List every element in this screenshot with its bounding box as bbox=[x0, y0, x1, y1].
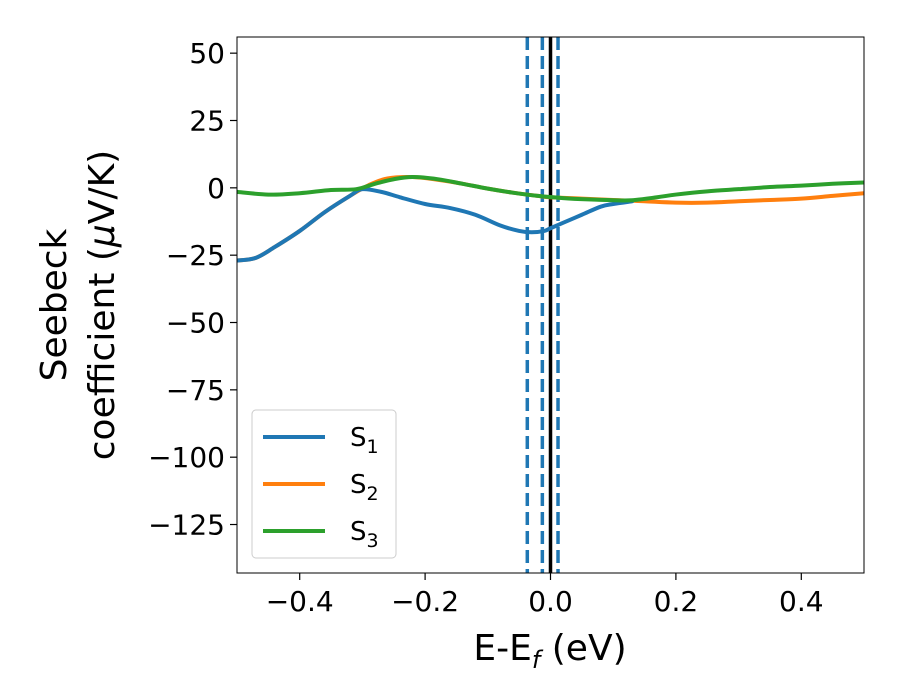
y-tick-label: −125 bbox=[148, 509, 225, 542]
legend-entry-s2: S2 bbox=[263, 470, 379, 505]
reference-lines bbox=[525, 37, 560, 573]
x-tick-label: 0.4 bbox=[779, 585, 824, 618]
x-axis-label: E-Ef (eV) bbox=[473, 628, 626, 674]
legend-entry-s1: S1 bbox=[263, 423, 379, 458]
legend-label: S3 bbox=[350, 517, 379, 552]
x-tick-label: 0.0 bbox=[528, 585, 573, 618]
y-tick-label: 0 bbox=[207, 172, 225, 205]
x-tick-label: −0.4 bbox=[266, 585, 334, 618]
y-tick-label: −25 bbox=[166, 239, 225, 272]
y-tick-label: 25 bbox=[189, 104, 225, 137]
y-tick-label: −75 bbox=[166, 374, 225, 407]
series-lines bbox=[237, 174, 864, 263]
x-axis-ticks: −0.4 −0.2 0.0 0.2 0.4 bbox=[266, 573, 824, 618]
legend-label: S1 bbox=[350, 423, 379, 458]
series-line-s3 bbox=[237, 175, 864, 203]
y-axis-ticks: 50 25 0 −25 −50 −75 −100 −125 bbox=[148, 37, 237, 542]
legend-label: S2 bbox=[350, 470, 379, 505]
y-axis-label-line2: coefficient (μV/K) bbox=[82, 150, 123, 460]
y-tick-label: 50 bbox=[189, 37, 225, 70]
y-axis-label-line1: Seebeck bbox=[34, 228, 75, 381]
y-tick-label: −100 bbox=[148, 441, 225, 474]
x-tick-label: 0.2 bbox=[654, 585, 699, 618]
y-axis-label: Seebeck coefficient (μV/K) bbox=[34, 150, 123, 460]
legend-entry-s3: S3 bbox=[263, 517, 379, 552]
y-tick-label: −50 bbox=[166, 307, 225, 340]
series-line-s1 bbox=[237, 187, 635, 263]
legend: S1 S2 S3 bbox=[251, 409, 397, 559]
x-tick-label: −0.2 bbox=[391, 585, 459, 618]
